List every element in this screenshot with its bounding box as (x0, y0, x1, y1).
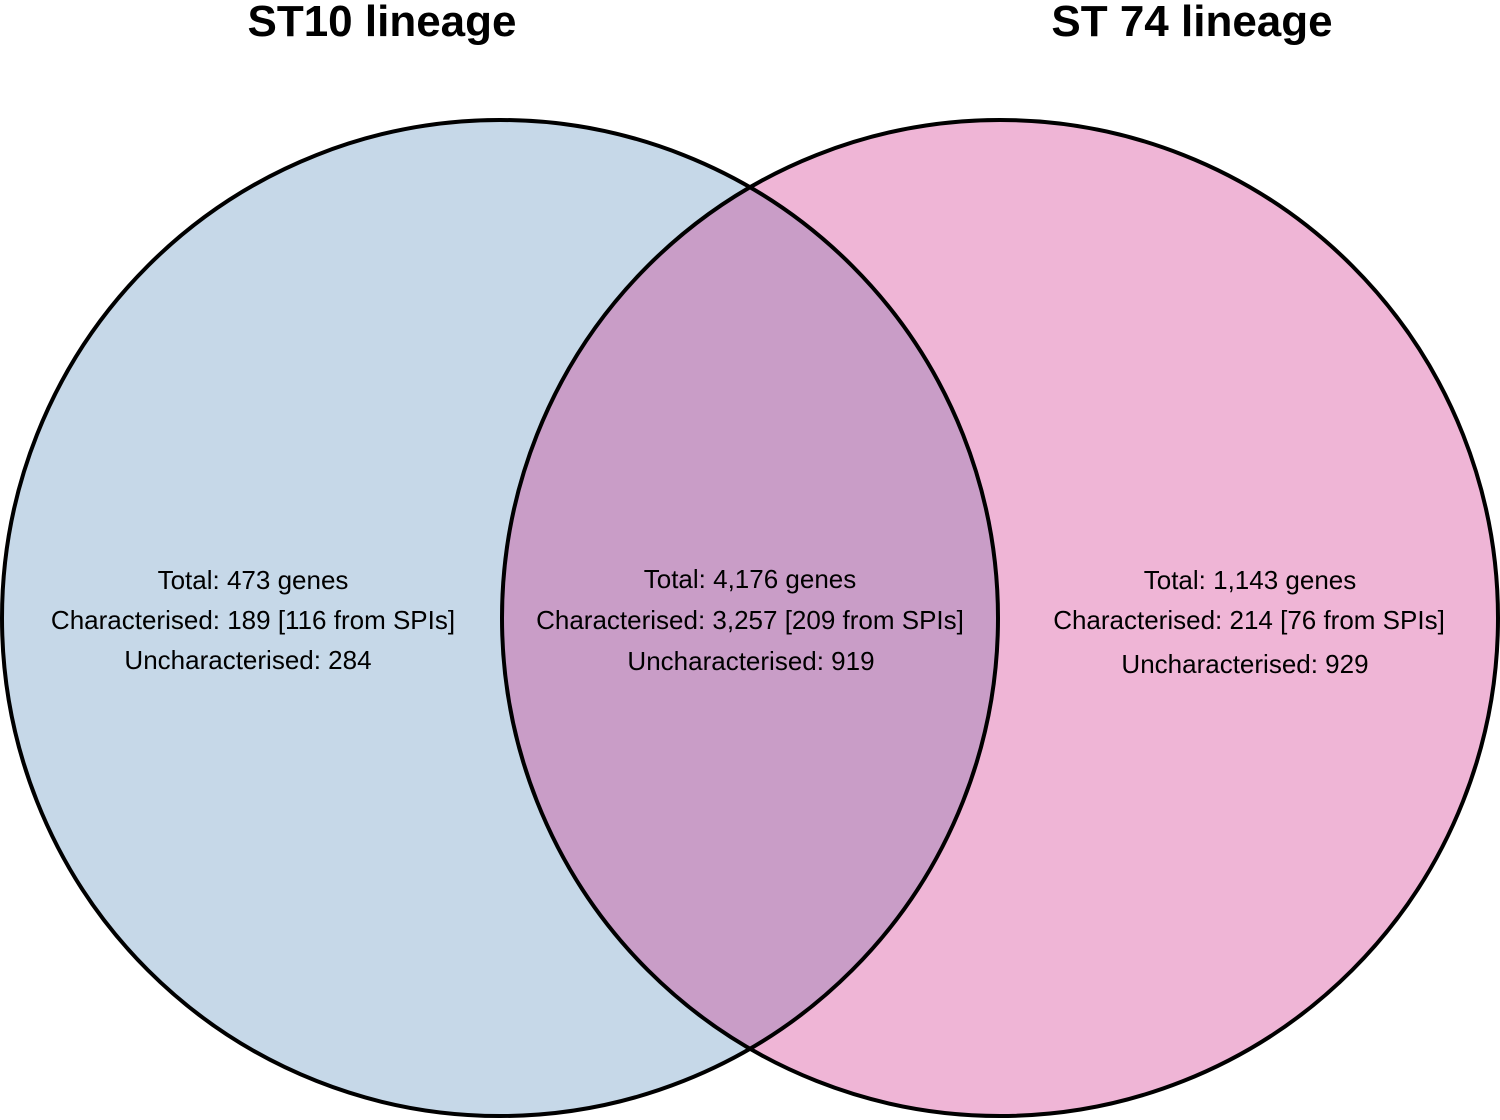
region-intersection-characterised: Characterised: 3,257 [209 from SPIs] (536, 605, 964, 635)
region-intersection-uncharacterised: Uncharacterised: 919 (627, 646, 874, 676)
region-st10-only: Total: 473 genes Characterised: 189 [116… (51, 565, 455, 675)
region-intersection-total: Total: 4,176 genes (644, 564, 857, 594)
region-st10-characterised: Characterised: 189 [116 from SPIs] (51, 605, 455, 635)
region-st74-characterised: Characterised: 214 [76 from SPIs] (1053, 605, 1445, 635)
set-outline-st10 (0, 118, 1000, 1118)
intersection-region (502, 120, 998, 1116)
region-st74-uncharacterised: Uncharacterised: 929 (1121, 649, 1368, 679)
region-st74-only: Total: 1,143 genes Characterised: 214 [7… (1053, 565, 1445, 679)
set-title-st10: ST10 lineage (247, 0, 516, 46)
region-st10-total: Total: 473 genes (158, 565, 349, 595)
region-st10-uncharacterised: Uncharacterised: 284 (124, 645, 371, 675)
region-intersection: Total: 4,176 genes Characterised: 3,257 … (536, 564, 964, 676)
set-title-st74: ST 74 lineage (1051, 0, 1332, 46)
set-outline-st74 (500, 118, 1500, 1118)
region-st74-total: Total: 1,143 genes (1144, 565, 1357, 595)
